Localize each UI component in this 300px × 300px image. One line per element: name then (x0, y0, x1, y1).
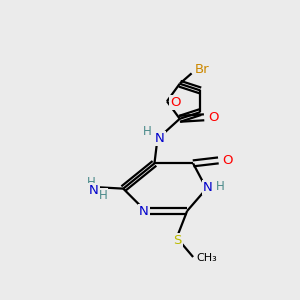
Text: H: H (87, 176, 95, 189)
Text: H: H (143, 125, 152, 138)
Text: N: N (203, 181, 213, 194)
Text: O: O (170, 96, 181, 109)
Text: N: N (89, 184, 99, 197)
Text: H: H (216, 180, 225, 193)
Text: N: N (139, 205, 149, 218)
Text: S: S (173, 234, 182, 247)
Text: O: O (208, 111, 218, 124)
Text: Br: Br (195, 63, 209, 76)
Text: O: O (222, 154, 232, 167)
Text: H: H (99, 189, 107, 202)
Text: CH₃: CH₃ (196, 254, 217, 263)
Text: N: N (155, 132, 165, 145)
